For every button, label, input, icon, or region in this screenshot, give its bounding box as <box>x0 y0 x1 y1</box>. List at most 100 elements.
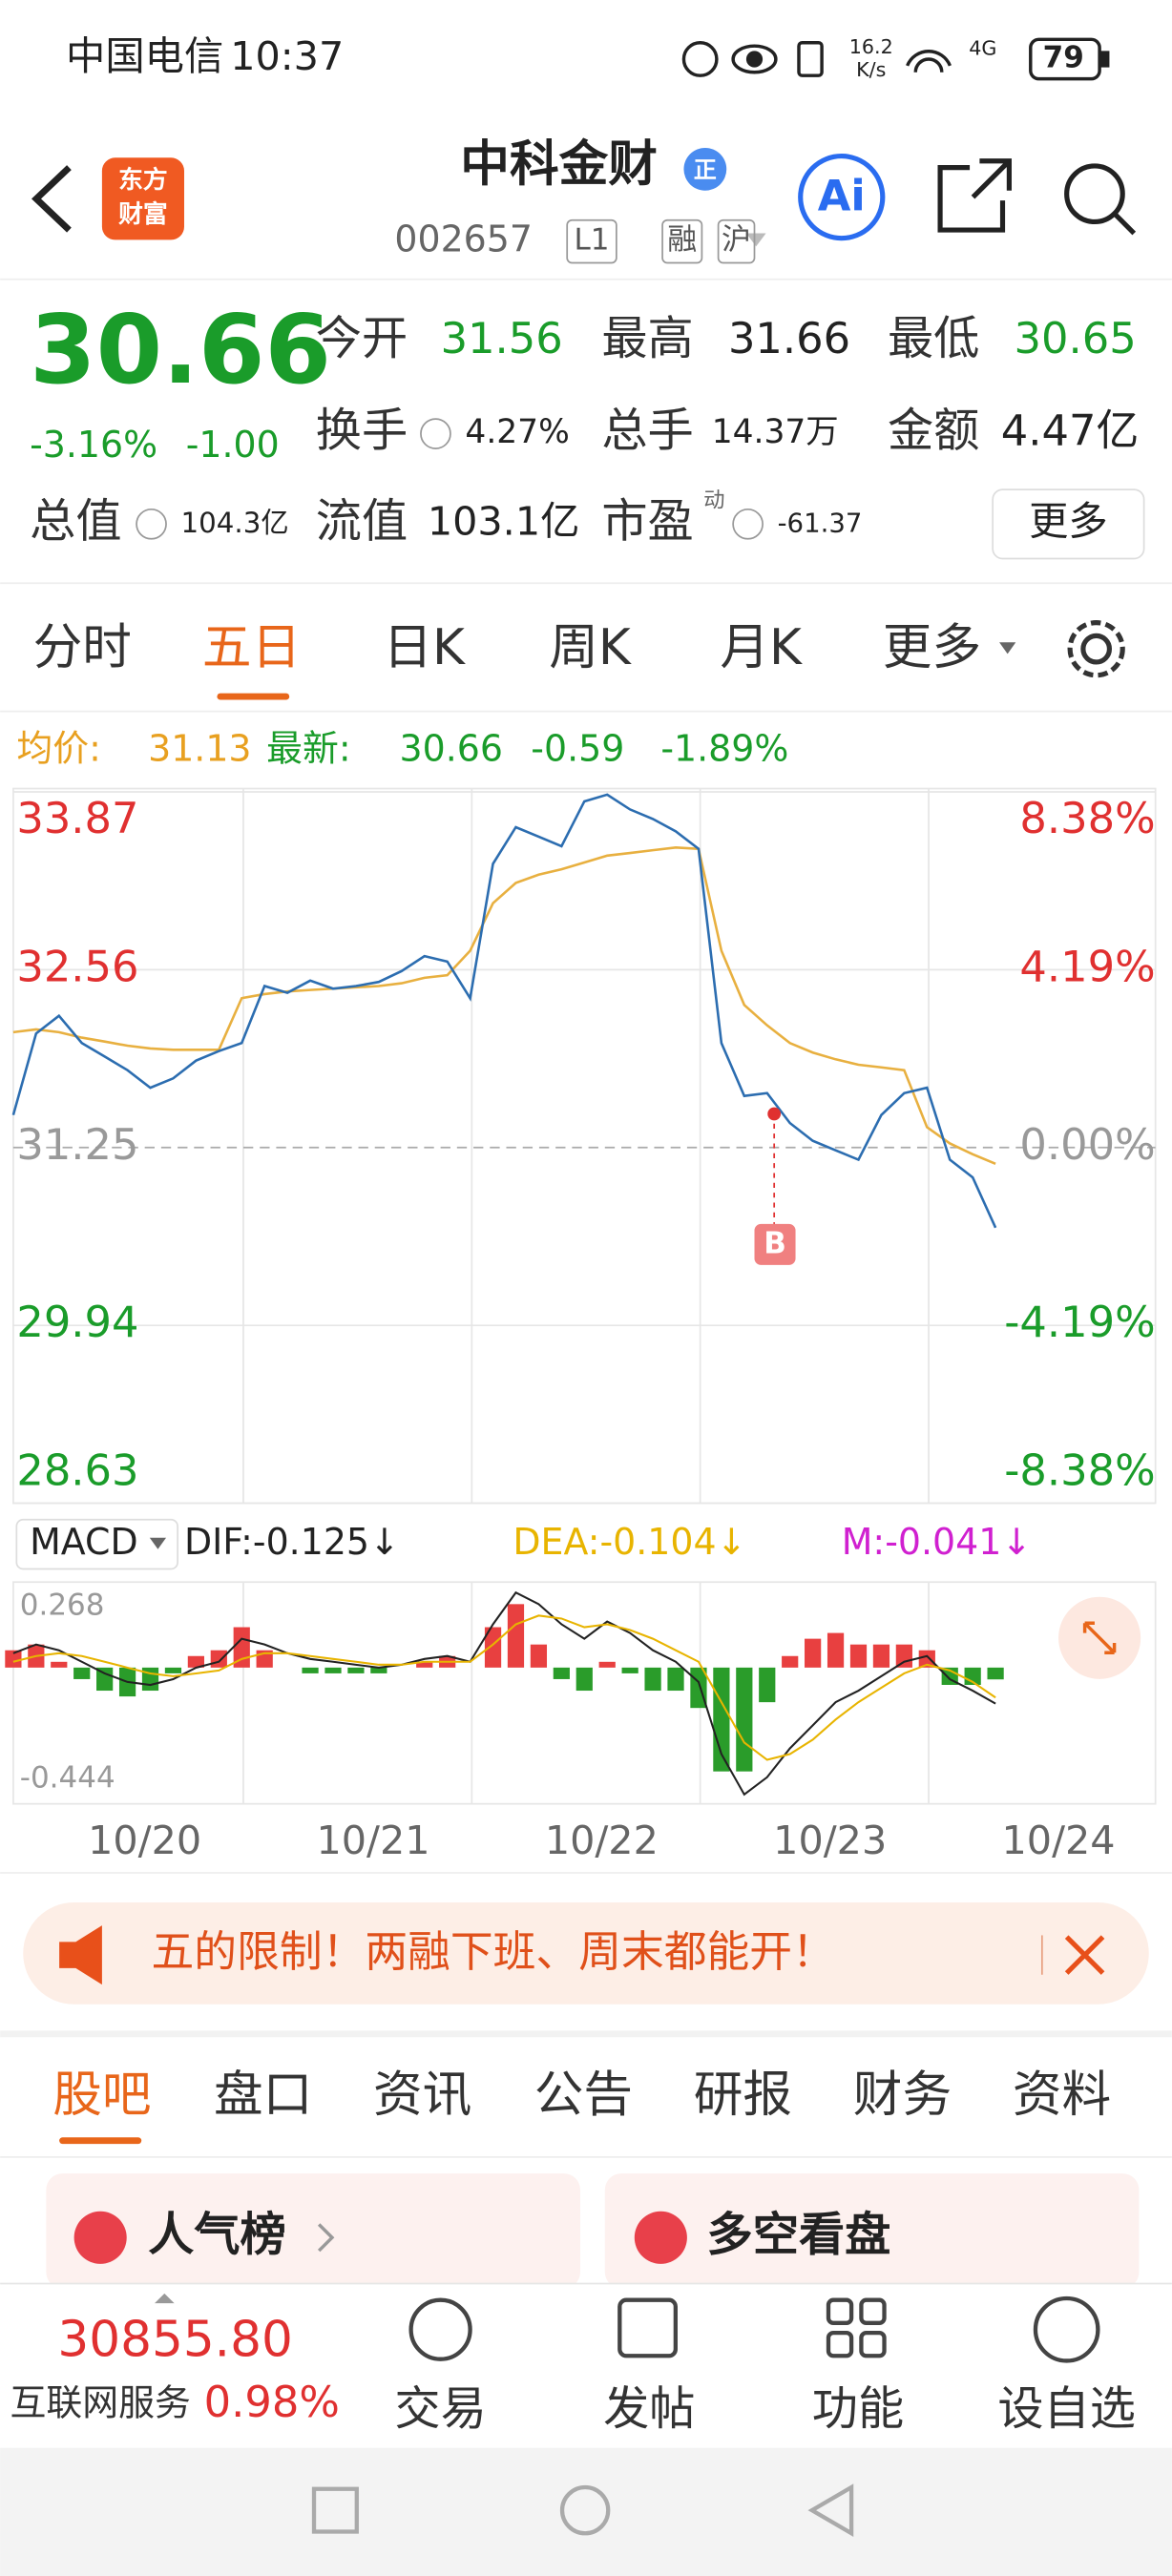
macd-bar <box>872 1644 890 1668</box>
banner[interactable] <box>23 1902 1149 2005</box>
pct-tick-label: 4.19% <box>1019 941 1155 991</box>
field-label: 换手 <box>316 405 408 458</box>
tab[interactable]: 日K <box>383 619 466 676</box>
close-icon[interactable] <box>1064 1935 1105 1975</box>
app-logo[interactable] <box>101 157 184 240</box>
time: 10:37 <box>230 33 344 79</box>
macd-bar <box>324 1667 342 1673</box>
date-label: 10/23 <box>773 1818 887 1863</box>
badge-text: 正 <box>694 156 717 183</box>
share-icon[interactable] <box>937 158 1012 233</box>
card-icon <box>73 2211 127 2264</box>
macd-bar <box>759 1667 776 1703</box>
tab[interactable]: 更多 <box>883 619 981 676</box>
bottom-button[interactable]: 功能 <box>812 2382 904 2436</box>
change-pct: -3.16% <box>30 424 157 466</box>
field-value: 103.1亿 <box>428 498 580 544</box>
macd-bar <box>895 1644 912 1668</box>
index-pct: 0.98% <box>204 2377 340 2427</box>
info-icon <box>420 418 451 449</box>
y-tick-label: 31.25 <box>16 1119 138 1170</box>
latest-change: -0.59 <box>531 727 624 769</box>
section-tab[interactable]: 资讯 <box>373 2067 471 2124</box>
tab[interactable]: 分时 <box>33 619 132 676</box>
macd-selector[interactable] <box>15 1518 178 1570</box>
macd-selector-text: MACD <box>30 1521 138 1563</box>
macd-bar <box>667 1667 684 1692</box>
section-tab[interactable]: 财务 <box>853 2067 952 2124</box>
field-value: 30.65 <box>1015 313 1137 364</box>
card[interactable] <box>46 2173 580 2289</box>
back-icon[interactable] <box>31 165 72 233</box>
dropdown-icon[interactable] <box>745 233 766 247</box>
y-tick-label: 28.63 <box>16 1445 138 1496</box>
card-title[interactable]: 人气榜 <box>148 2208 286 2261</box>
avg: 31.13 <box>148 727 251 769</box>
marker-box <box>754 1223 796 1265</box>
tag <box>661 218 703 264</box>
macd-bar <box>507 1604 525 1668</box>
ai-button[interactable] <box>798 154 886 241</box>
pct-tick-label: 8.38% <box>1019 793 1155 843</box>
more-text[interactable]: 更多 <box>1029 498 1108 544</box>
m-label: M:-0.041↓ <box>842 1521 1032 1563</box>
tag-text: L1 <box>575 223 610 258</box>
section-tab[interactable]: 股吧 <box>52 2067 151 2124</box>
macd-bar <box>987 1667 1004 1680</box>
dea-line <box>12 1614 996 1761</box>
tab[interactable]: 月K <box>720 619 803 676</box>
macd-bar <box>644 1667 661 1692</box>
pct-tick-label: -4.19% <box>1004 1297 1155 1347</box>
carrier: 中国电信 <box>66 33 223 79</box>
field-label: 金额 <box>888 405 979 458</box>
chevron <box>317 2223 335 2253</box>
macd-bar <box>553 1667 570 1679</box>
dea-label: DEA:-0.104↓ <box>513 1521 746 1563</box>
ai-text[interactable]: Ai <box>818 170 866 220</box>
pe-sup: 动 <box>703 488 724 513</box>
search-icon[interactable] <box>1064 163 1125 225</box>
settings-icon[interactable] <box>1067 620 1125 678</box>
bottom-button[interactable]: 交易 <box>394 2382 486 2436</box>
macd-bar <box>73 1667 91 1679</box>
bottom-button[interactable]: 设自选 <box>997 2382 1136 2436</box>
status-icons <box>681 37 1110 81</box>
macd-bottom: -0.444 <box>20 1760 115 1795</box>
section-tab[interactable]: 资料 <box>1013 2067 1111 2124</box>
card[interactable] <box>604 2173 1140 2289</box>
tab-dropdown <box>999 642 1016 654</box>
nav-icons[interactable] <box>311 2483 854 2537</box>
section-tab[interactable]: 公告 <box>534 2067 633 2124</box>
macd-bar <box>782 1655 799 1668</box>
price-line <box>11 793 997 1229</box>
field-label: 市盈 <box>601 494 693 548</box>
bottom-button[interactable]: 发帖 <box>603 2382 695 2436</box>
bottom-bar <box>0 2283 1172 2448</box>
macd-dropdown <box>149 1537 167 1549</box>
tag-text: 融 <box>667 223 697 258</box>
card-icon <box>634 2211 687 2264</box>
field-label: 最高 <box>601 312 693 365</box>
tab[interactable]: 周K <box>549 619 632 676</box>
macd-bar <box>5 1650 22 1668</box>
date-label: 10/24 <box>1002 1818 1116 1863</box>
tab-underline <box>217 693 290 700</box>
macd-bar <box>347 1667 365 1673</box>
section-tab[interactable]: 研报 <box>694 2067 792 2124</box>
marker-dot <box>767 1107 782 1121</box>
pct-tick-label: -8.38% <box>1004 1445 1155 1496</box>
banner-text[interactable]: 五的限制！两融下班、周末都能开！ <box>152 1926 835 1977</box>
tab[interactable]: 五日 <box>202 619 301 676</box>
macd-bar <box>416 1661 433 1668</box>
price: 30.66 <box>30 294 331 405</box>
logo-text: 东方 <box>118 165 168 195</box>
field-value: 31.66 <box>728 313 850 364</box>
tag-text: 沪 <box>722 223 751 258</box>
card-title[interactable]: 多空看盘 <box>707 2208 891 2261</box>
field-label: 今开 <box>316 312 408 365</box>
more-button[interactable] <box>992 488 1145 560</box>
section-tab[interactable]: 盘口 <box>214 2067 312 2124</box>
